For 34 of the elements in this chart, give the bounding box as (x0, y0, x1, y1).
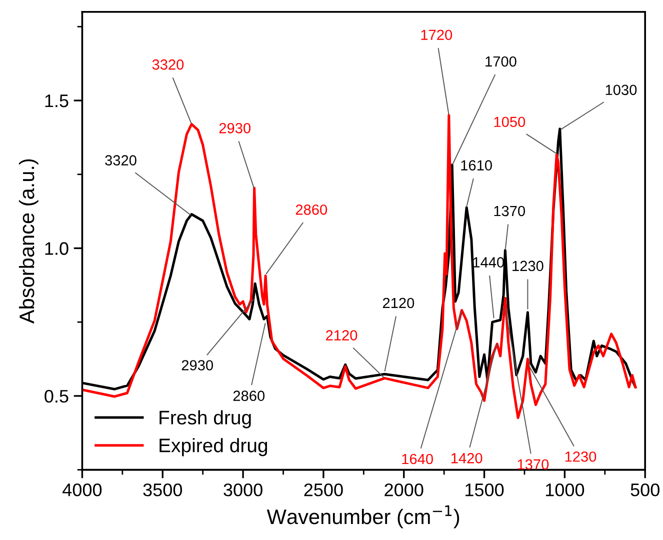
x-axis-title: Wavenumber (cm$^{−1}$) (266, 505, 460, 528)
x-tick-label: 2500 (304, 483, 343, 496)
annotation: 2860 (296, 204, 328, 215)
annotation: 2860 (233, 390, 265, 401)
annotation: 1420 (451, 453, 482, 464)
y-axis-title: Absorbance (a.u.) (18, 159, 38, 324)
annotation: 1610 (461, 160, 492, 170)
x-tick-label: 1500 (466, 483, 504, 496)
annotation: 1030 (606, 84, 637, 96)
annotation: 2930 (182, 360, 213, 370)
annotation: 1700 (486, 56, 516, 67)
annotation: 2120 (382, 298, 414, 308)
legend-label: Fresh drug (160, 410, 251, 428)
annotation: 2930 (219, 123, 250, 134)
annotation: 2120 (326, 330, 358, 340)
annotation: 1370 (518, 459, 549, 470)
x-tick-label: 2000 (384, 483, 424, 496)
x-tick-label: 1000 (546, 483, 584, 496)
annotation: 3320 (152, 59, 184, 70)
x-tick-label: 500 (630, 483, 660, 496)
legend-label: Expired drug (160, 438, 268, 456)
y-tick-label: 1.5 (45, 94, 68, 108)
annotation: 1640 (402, 454, 433, 464)
x-tick-label: 4000 (62, 483, 102, 496)
x-tick-label: 3000 (224, 483, 262, 496)
annotation: 1050 (494, 116, 526, 128)
annotation: 1230 (512, 260, 544, 272)
y-tick-label: 1.0 (45, 242, 68, 255)
y-tick-label: 0.5 (44, 390, 68, 403)
annotation: 1230 (565, 451, 596, 462)
x-tick-label: 3500 (143, 483, 182, 496)
annotation: 1720 (421, 30, 452, 40)
annotation: 3320 (105, 155, 136, 166)
annotation: 1370 (494, 206, 525, 216)
